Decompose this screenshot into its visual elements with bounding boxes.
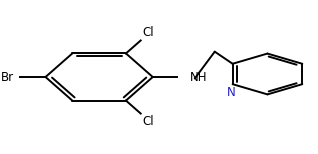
Text: Br: Br — [1, 71, 14, 83]
Text: Cl: Cl — [142, 115, 154, 128]
Text: Cl: Cl — [142, 26, 154, 39]
Text: N: N — [227, 86, 236, 99]
Text: NH: NH — [190, 71, 208, 83]
